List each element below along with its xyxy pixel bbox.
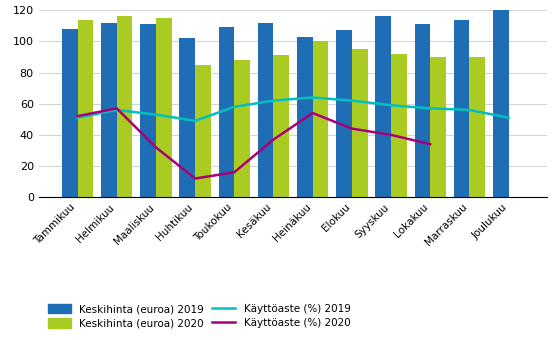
Bar <box>179 38 195 197</box>
Bar <box>156 18 171 197</box>
Bar <box>274 55 289 197</box>
Bar <box>493 10 509 197</box>
Bar <box>218 27 234 197</box>
Bar <box>336 31 352 197</box>
Bar <box>62 29 77 197</box>
Bar <box>430 57 446 197</box>
Legend: Keskihinta (euroa) 2019, Keskihinta (euroa) 2020, Käyttöaste (%) 2019, Käyttöast: Keskihinta (euroa) 2019, Keskihinta (eur… <box>44 300 354 333</box>
Bar <box>258 23 274 197</box>
Bar <box>312 41 328 197</box>
Bar <box>391 54 407 197</box>
Bar <box>101 23 117 197</box>
Bar <box>234 60 250 197</box>
Bar <box>352 49 368 197</box>
Bar <box>297 37 312 197</box>
Bar <box>454 19 469 197</box>
Bar <box>415 24 430 197</box>
Bar <box>469 57 485 197</box>
Bar <box>195 65 211 197</box>
Bar <box>375 16 391 197</box>
Bar <box>77 19 93 197</box>
Bar <box>117 16 132 197</box>
Bar <box>140 24 156 197</box>
